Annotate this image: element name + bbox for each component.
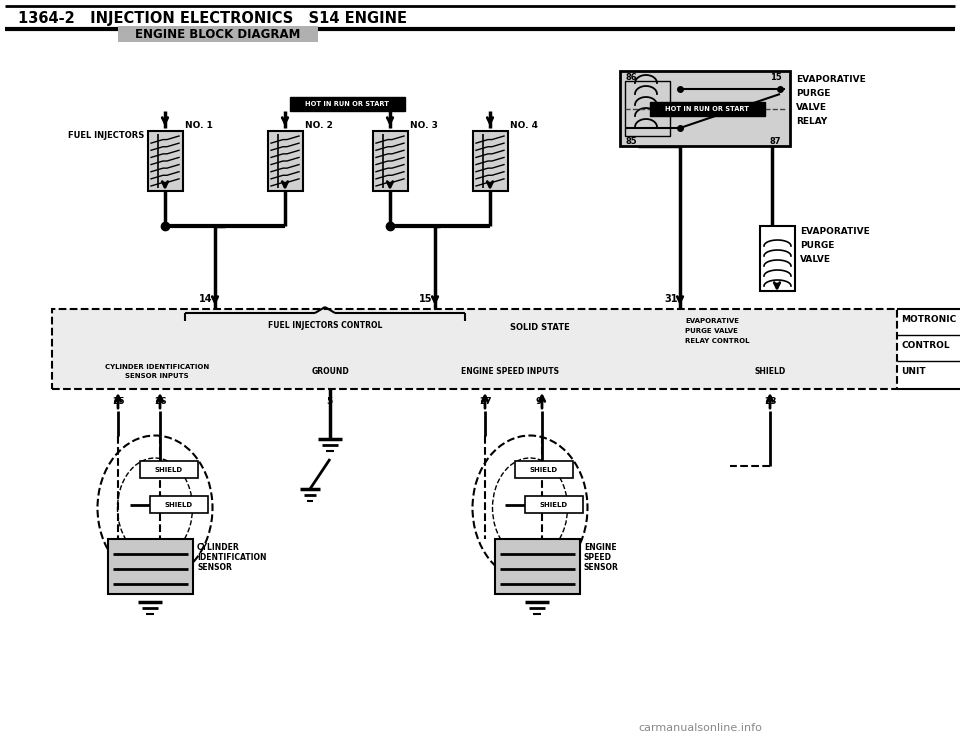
Text: 86: 86 <box>625 72 636 81</box>
Text: NO. 4: NO. 4 <box>510 122 538 131</box>
Text: VALVE: VALVE <box>796 102 827 111</box>
Text: EVAPORATIVE: EVAPORATIVE <box>685 318 739 324</box>
Text: SHIELD: SHIELD <box>155 467 183 473</box>
Text: SHIELD: SHIELD <box>530 467 558 473</box>
Text: NO. 2: NO. 2 <box>305 122 333 131</box>
Text: PURGE VALVE: PURGE VALVE <box>685 328 738 334</box>
Text: 25: 25 <box>112 397 125 406</box>
Text: CONTROL: CONTROL <box>901 340 949 349</box>
Text: EVAPORATIVE: EVAPORATIVE <box>796 75 866 84</box>
Bar <box>650 102 765 116</box>
Bar <box>108 539 193 594</box>
Text: 9: 9 <box>536 397 542 406</box>
Text: SENSOR: SENSOR <box>584 562 619 571</box>
Text: NO. 1: NO. 1 <box>185 122 213 131</box>
Text: 14: 14 <box>199 294 212 304</box>
Text: MOTRONIC: MOTRONIC <box>901 315 956 324</box>
Bar <box>373 131 408 191</box>
Bar <box>473 131 508 191</box>
Text: RELAY CONTROL: RELAY CONTROL <box>685 338 750 344</box>
Text: RELAY: RELAY <box>796 116 828 125</box>
Text: UNIT: UNIT <box>901 366 925 375</box>
Text: PURGE: PURGE <box>796 89 830 98</box>
Bar <box>495 539 580 594</box>
Text: CYLINDER IDENTIFICATION: CYLINDER IDENTIFICATION <box>105 364 209 370</box>
Text: 15: 15 <box>419 294 433 304</box>
Text: SHIELD: SHIELD <box>540 502 568 508</box>
Text: VALVE: VALVE <box>800 254 831 263</box>
Text: PURGE: PURGE <box>800 240 834 249</box>
Text: SHIELD: SHIELD <box>755 366 785 375</box>
Bar <box>150 496 208 513</box>
Text: FUEL INJECTORS CONTROL: FUEL INJECTORS CONTROL <box>268 321 382 330</box>
Text: 31: 31 <box>664 294 678 304</box>
Bar <box>140 461 198 478</box>
Text: ENGINE BLOCK DIAGRAM: ENGINE BLOCK DIAGRAM <box>135 28 300 40</box>
Bar <box>118 26 318 42</box>
Text: 87: 87 <box>770 137 781 146</box>
Text: ENGINE: ENGINE <box>584 542 616 551</box>
Text: 15: 15 <box>770 72 781 81</box>
Bar <box>52 309 897 389</box>
Text: SOLID STATE: SOLID STATE <box>510 322 570 331</box>
Text: 26: 26 <box>154 397 166 406</box>
Bar <box>760 226 795 291</box>
Text: SPEED: SPEED <box>584 553 612 562</box>
Text: SENSOR: SENSOR <box>197 562 232 571</box>
Text: HOT IN RUN OR START: HOT IN RUN OR START <box>305 101 389 107</box>
Text: carmanualsonline.info: carmanualsonline.info <box>638 723 762 733</box>
Bar <box>268 131 303 191</box>
Text: SHIELD: SHIELD <box>165 502 193 508</box>
Bar <box>515 461 573 478</box>
Text: 1364-2   INJECTION ELECTRONICS   S14 ENGINE: 1364-2 INJECTION ELECTRONICS S14 ENGINE <box>18 10 407 25</box>
Text: 85: 85 <box>625 137 636 146</box>
Bar <box>525 496 583 513</box>
Text: HOT IN RUN OR START: HOT IN RUN OR START <box>665 106 749 112</box>
Text: NO. 3: NO. 3 <box>410 122 438 131</box>
Text: ENGINE SPEED INPUTS: ENGINE SPEED INPUTS <box>461 366 559 375</box>
Text: 5: 5 <box>326 397 332 406</box>
Text: SENSOR INPUTS: SENSOR INPUTS <box>125 373 189 379</box>
Text: IDENTIFICATION: IDENTIFICATION <box>197 553 267 562</box>
Bar <box>290 97 405 111</box>
Text: EVAPORATIVE: EVAPORATIVE <box>800 227 870 236</box>
Text: GROUND: GROUND <box>311 366 348 375</box>
Bar <box>620 71 790 146</box>
Text: 27: 27 <box>479 397 492 406</box>
Bar <box>148 131 183 191</box>
Text: FUEL INJECTORS: FUEL INJECTORS <box>68 131 144 140</box>
Text: 23: 23 <box>764 397 777 406</box>
Bar <box>625 81 670 136</box>
Text: CYLINDER: CYLINDER <box>197 542 240 551</box>
